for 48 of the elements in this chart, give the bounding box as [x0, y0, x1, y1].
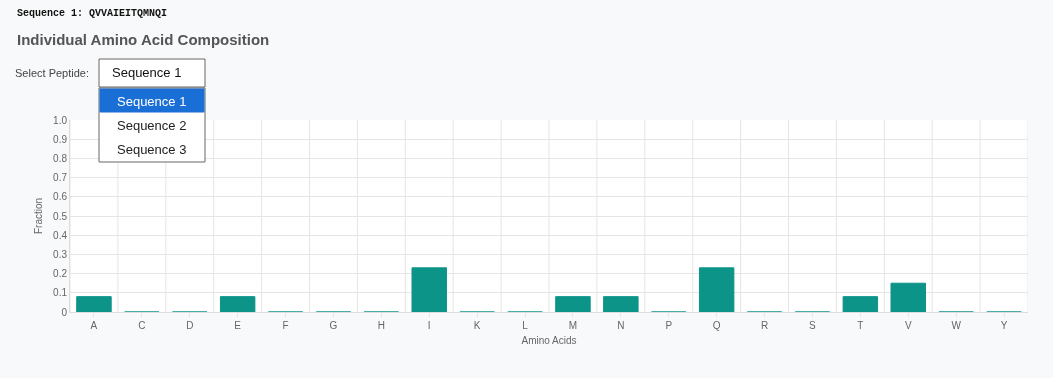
bar — [698, 267, 735, 312]
x-tick-label: M — [568, 320, 578, 331]
y-axis-title: Fraction — [33, 197, 45, 235]
text: Sequence 1 — [117, 94, 187, 109]
y-tick-label: 0.7 — [53, 172, 68, 184]
bar — [890, 282, 926, 312]
x-tick-label: R — [760, 320, 769, 331]
x-axis-title: Amino Acids — [521, 334, 577, 346]
chart-subtitle: Sequence 1: QVVAIEITQMNQI — [17, 8, 168, 19]
y-tick-label: 0.3 — [53, 248, 68, 260]
x-tick-label: Q — [712, 320, 721, 331]
x-tick-label: H — [377, 320, 385, 331]
x-tick-label: C — [138, 320, 146, 331]
y-tick-label: 0 — [61, 306, 68, 318]
bar — [411, 267, 447, 312]
x-tick-label: D — [186, 320, 194, 331]
bar — [842, 296, 879, 312]
x-tick-label: I — [427, 320, 431, 331]
y-tick-label: 0.9 — [53, 133, 68, 145]
y-tick-label: 0.5 — [53, 210, 68, 222]
x-tick-label: N — [617, 320, 625, 331]
x-tick-label: Y — [1000, 320, 1008, 331]
text: Select Peptide: — [15, 67, 89, 79]
text: Sequence 1 — [112, 65, 182, 80]
annotation: Sequence 2 — [117, 118, 187, 133]
x-tick-label: A — [90, 320, 98, 331]
bar — [219, 296, 256, 312]
x-tick-label: E — [234, 320, 242, 331]
x-tick-label: L — [522, 320, 529, 331]
x-tick-label: G — [329, 320, 338, 331]
y-tick-label: 0.8 — [53, 152, 68, 164]
x-tick-label: V — [904, 320, 912, 331]
y-tick-label: 0.4 — [53, 229, 68, 241]
bar — [76, 296, 112, 312]
x-tick-label: W — [951, 320, 962, 331]
x-tick-label: T — [857, 320, 864, 331]
y-tick-label: 0.2 — [53, 268, 68, 280]
annotation: Sequence 3 — [117, 142, 187, 157]
y-tick-label: 1.0 — [53, 114, 68, 126]
bar — [555, 296, 591, 312]
x-tick-label: K — [473, 320, 481, 331]
chart-title: Individual Amino Acid Composition — [17, 31, 270, 48]
y-tick-label: 0.6 — [53, 191, 68, 203]
x-tick-label: S — [809, 320, 817, 331]
x-tick-label: P — [665, 320, 673, 331]
x-tick-label: F — [282, 320, 289, 331]
bar — [603, 296, 639, 312]
y-tick-label: 0.1 — [53, 287, 68, 299]
